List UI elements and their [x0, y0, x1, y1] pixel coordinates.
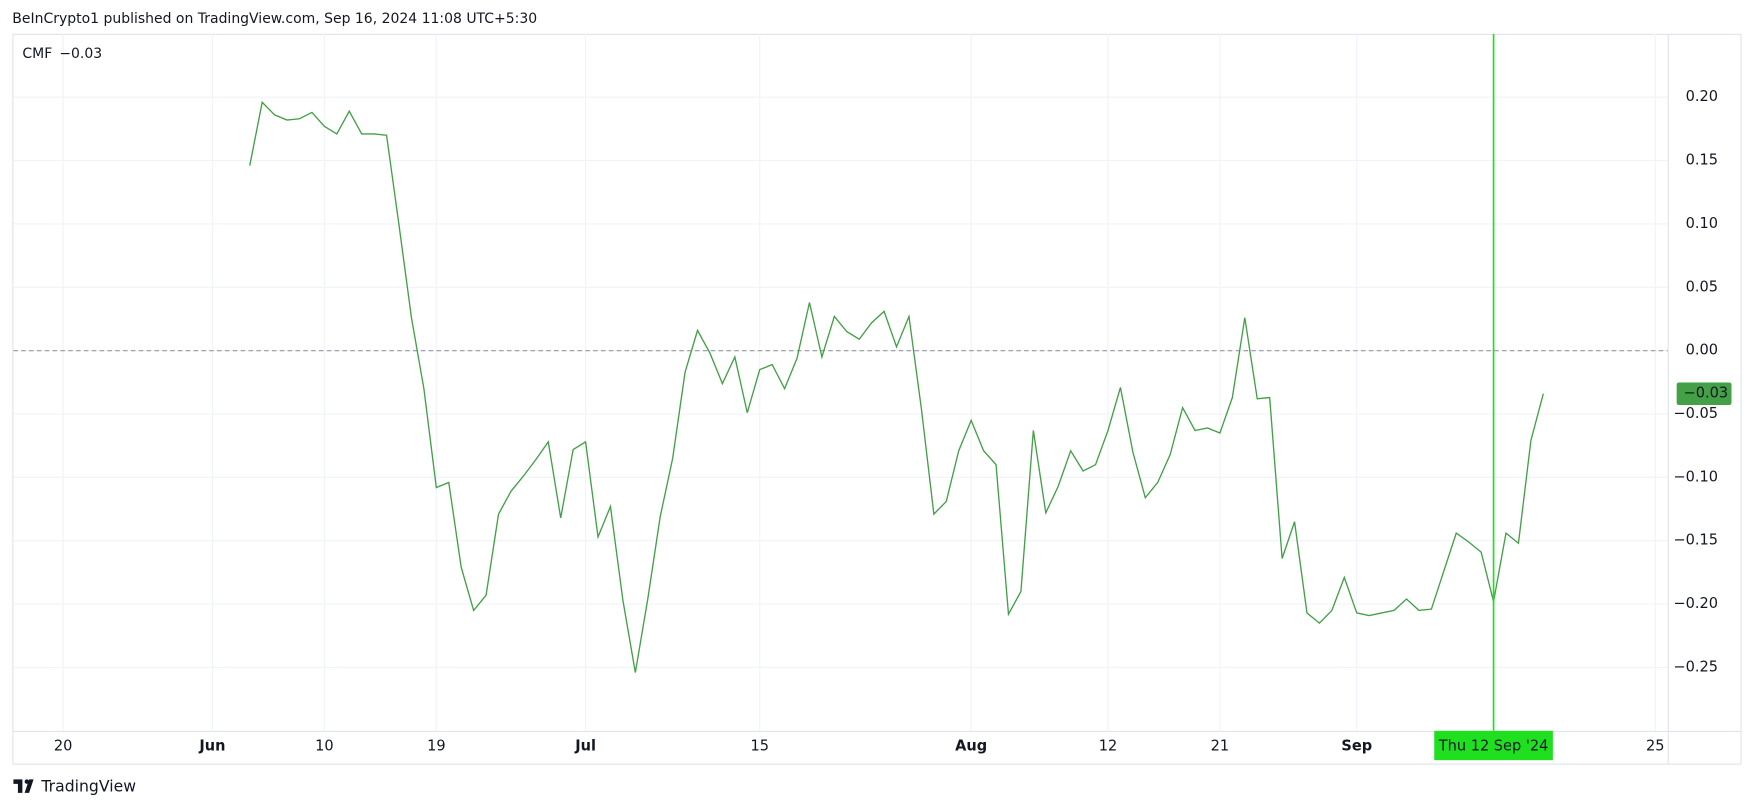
x-tick-label: 19: [427, 738, 446, 755]
legend-value: −0.03: [59, 46, 102, 62]
cmf-line: [249, 100, 1544, 673]
publisher-header: BeInCrypto1 published on TradingView.com…: [12, 11, 537, 27]
y-tick-label: −0.20: [1674, 595, 1719, 612]
chart-frame: [12, 33, 1742, 765]
y-tick-label: 0.00: [1686, 342, 1718, 359]
legend-name: CMF: [22, 46, 52, 62]
crosshair-label: Thu 12 Sep '24: [1438, 738, 1549, 755]
brand-name: TradingView: [40, 777, 136, 796]
x-tick-label: Aug: [955, 738, 987, 755]
x-tick-label: Sep: [1341, 738, 1372, 755]
last-value-badge: [1676, 382, 1732, 406]
y-tick-label: 0.20: [1686, 88, 1718, 105]
y-tick-label: −0.10: [1674, 468, 1719, 485]
y-tick-label: 0.15: [1686, 152, 1718, 169]
y-tick-label: −0.05: [1674, 405, 1719, 422]
crosshair-label-bg: [1434, 730, 1553, 761]
y-tick-label: 0.05: [1686, 278, 1718, 295]
x-tick-label: 15: [750, 738, 769, 755]
x-tick-label: Jul: [574, 738, 596, 755]
x-tick-label: 12: [1099, 738, 1118, 755]
x-tick-label: 21: [1211, 738, 1230, 755]
y-tick-label: 0.10: [1686, 215, 1718, 232]
y-tick-label: −0.15: [1674, 532, 1719, 549]
x-tick-label: 10: [315, 738, 334, 755]
y-tick-label: −0.25: [1674, 658, 1719, 675]
x-tick-label: 20: [54, 738, 73, 755]
last-value-label: −0.03: [1684, 385, 1729, 402]
x-tick-label: 25: [1646, 738, 1665, 755]
x-tick-label: Jun: [198, 738, 225, 755]
tradingview-logo: [13, 779, 34, 793]
